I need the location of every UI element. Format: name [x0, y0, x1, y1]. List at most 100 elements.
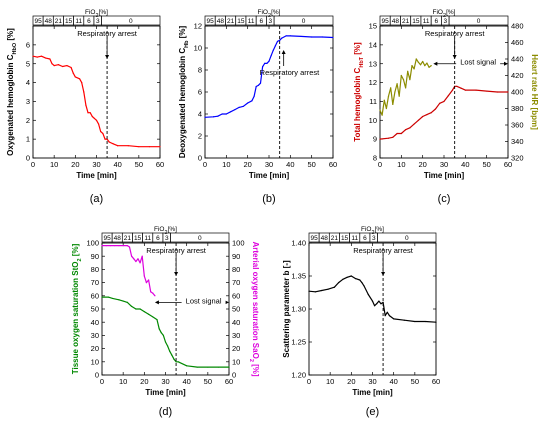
x-tick-label: 50: [135, 160, 143, 169]
data-point: [332, 36, 334, 39]
data-point: [112, 143, 115, 145]
data-point: [131, 255, 133, 257]
x-tick-label: 50: [482, 160, 490, 169]
fio2-value: 11: [351, 235, 358, 242]
data-point: [45, 57, 47, 59]
data-point: [289, 35, 291, 37]
y2-tick-label: 360: [511, 121, 524, 130]
annotation-arrowhead: [281, 50, 286, 54]
annotation-lost-signal: Lost signal: [460, 58, 496, 67]
data-point: [379, 109, 381, 111]
data-point: [111, 297, 114, 300]
data-point: [70, 66, 72, 69]
x-tick-label: 10: [397, 160, 405, 169]
fio2-value: 0: [302, 18, 306, 25]
x-axis-label: Time [min]: [76, 171, 117, 180]
y-tick-label: 8: [198, 66, 202, 75]
annotation-arrowhead: [452, 55, 457, 59]
panel-caption: (a): [90, 193, 103, 205]
data-point: [204, 116, 206, 118]
y-tick-label: 10: [91, 357, 99, 366]
fio2-label: FiO2[%]: [433, 9, 456, 19]
data-point: [152, 316, 154, 318]
data-point: [411, 65, 413, 67]
panel-caption: (b): [262, 193, 275, 205]
fio2-value: 95: [310, 235, 318, 242]
data-point: [409, 127, 411, 129]
x-tick-label: 0: [31, 160, 35, 169]
x-tick-label: 40: [182, 377, 190, 386]
data-point: [74, 76, 76, 78]
data-point: [443, 100, 445, 103]
data-point: [81, 81, 83, 84]
fio2-value: 15: [237, 18, 245, 25]
y2-tick-label: 460: [511, 38, 524, 47]
data-point: [266, 62, 268, 64]
y2-tick-label: 80: [232, 265, 240, 274]
series-line: [102, 296, 229, 368]
data-point: [107, 296, 109, 298]
data-point: [338, 282, 340, 284]
y-tick-label: 5: [26, 59, 30, 68]
data-point: [95, 119, 98, 121]
x-tick-label: 50: [307, 160, 315, 169]
y2-tick-label: 420: [511, 71, 524, 80]
data-point: [392, 103, 394, 105]
fio2-value: 48: [392, 18, 400, 25]
data-point: [413, 68, 415, 70]
data-point: [439, 102, 441, 104]
y2-tick-label: 340: [511, 137, 524, 146]
data-point: [276, 40, 279, 43]
y2-tick-label: 440: [511, 55, 524, 64]
y2-tick-label: 90: [232, 252, 240, 261]
annotation-arrowhead: [105, 55, 110, 59]
fio2-value: 48: [114, 235, 122, 242]
y-tick-label: 1.25: [291, 338, 306, 347]
data-point: [228, 366, 230, 368]
data-point: [393, 318, 395, 320]
data-point: [158, 328, 160, 330]
fio2-value: 15: [412, 18, 420, 25]
data-point: [253, 95, 255, 97]
fio2-value: 3: [165, 235, 169, 242]
y2-tick-label: 30: [232, 331, 240, 340]
y-tick-label: 15: [369, 22, 377, 31]
data-point: [242, 105, 244, 107]
data-point: [379, 138, 381, 140]
data-point: [78, 78, 81, 80]
data-point: [426, 114, 428, 116]
data-point: [57, 64, 60, 66]
data-point: [100, 131, 102, 133]
y2-tick-label: 400: [511, 88, 524, 97]
y2-tick-label: 480: [511, 22, 524, 31]
data-point: [405, 87, 407, 89]
data-point: [154, 295, 156, 297]
data-point: [376, 303, 378, 305]
data-point: [333, 286, 335, 288]
data-point: [279, 39, 281, 41]
y-tick-label: 11: [369, 97, 377, 106]
annotation-arrowhead: [174, 272, 179, 276]
y-tick-label: 100: [86, 239, 99, 248]
y-tick-label: 60: [91, 291, 99, 300]
y2-axis-label: Heart rate HR [bpm]: [530, 54, 539, 130]
data-point: [414, 320, 416, 323]
fio2-value: 95: [382, 18, 390, 25]
data-point: [159, 146, 161, 148]
data-point: [382, 301, 384, 303]
data-point: [300, 35, 302, 38]
data-point: [91, 115, 93, 118]
data-point: [268, 60, 270, 62]
data-point: [383, 99, 385, 101]
data-point: [160, 332, 162, 334]
data-point: [148, 146, 151, 148]
data-point: [85, 104, 87, 106]
data-point: [367, 293, 369, 296]
data-point: [118, 299, 120, 301]
data-point: [385, 107, 387, 110]
data-point: [259, 82, 262, 84]
data-point: [40, 55, 43, 57]
